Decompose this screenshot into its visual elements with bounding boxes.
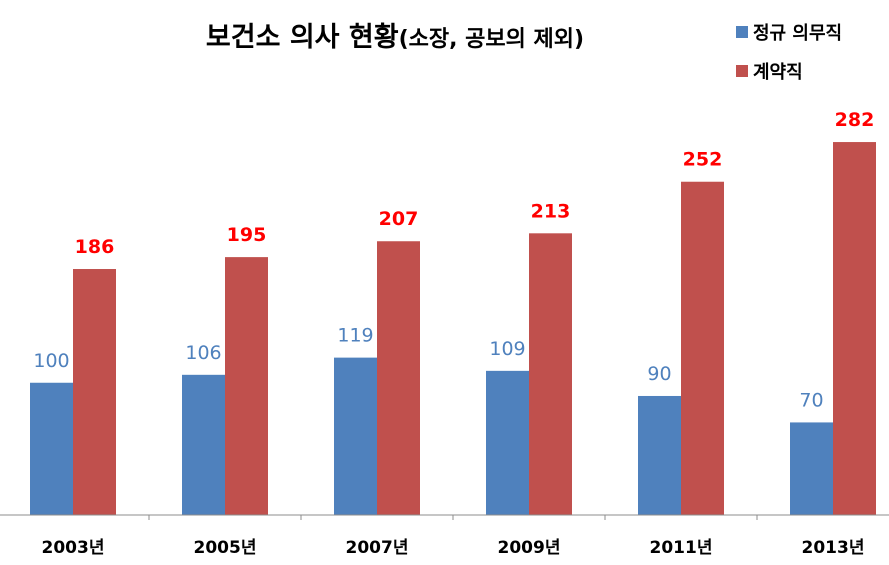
chart-title-suffix: (소장, 공보의 제외) xyxy=(399,27,584,52)
x-tick-label: 2003년 xyxy=(42,538,105,558)
bar-series-1 xyxy=(638,395,681,515)
x-tick-label: 2013년 xyxy=(802,538,865,558)
bar-series-2 xyxy=(377,241,420,515)
legend-label-series-1: 정규 의무직 xyxy=(753,23,842,44)
bar-series-1 xyxy=(182,374,225,515)
data-label-series-1: 109 xyxy=(489,338,525,360)
data-label-series-1: 70 xyxy=(799,389,823,411)
x-tick-label: 2007년 xyxy=(346,538,409,558)
bar-series-2 xyxy=(681,181,724,516)
x-axis-tick-labels: 2003년 2005년 2007년 2009년 2011년 2013년 xyxy=(42,538,865,558)
legend: 정규 의무직 계약직 xyxy=(736,23,842,83)
bar-series-1 xyxy=(334,357,377,515)
x-tick-label: 2009년 xyxy=(498,538,561,558)
data-label-series-2: 252 xyxy=(683,149,723,171)
x-tick-label: 2005년 xyxy=(194,538,257,558)
legend-label-series-2: 계약직 xyxy=(753,61,803,83)
data-label-series-1: 90 xyxy=(647,363,671,385)
data-label-series-2: 195 xyxy=(227,224,267,246)
data-label-series-2: 282 xyxy=(835,109,875,131)
data-label-series-1: 106 xyxy=(185,342,221,364)
x-axis-ticks xyxy=(148,515,758,520)
bar-series-2 xyxy=(833,142,876,515)
data-label-series-2: 186 xyxy=(75,236,115,258)
bar-series-2 xyxy=(73,269,116,515)
data-label-series-1: 100 xyxy=(33,350,69,372)
data-label-series-1: 119 xyxy=(337,325,373,347)
chart-title-main: 보건소 의사 현황 xyxy=(206,22,399,53)
bar-series-1 xyxy=(30,382,73,515)
bar-series-2 xyxy=(225,257,268,515)
bar-series-1 xyxy=(486,370,529,515)
data-label-series-2: 207 xyxy=(379,208,419,230)
bar-series-1 xyxy=(790,422,833,515)
x-tick-label: 2011년 xyxy=(650,538,713,558)
legend-swatch-series-2 xyxy=(736,65,748,77)
chart-title: 보건소 의사 현황(소장, 공보의 제외) xyxy=(206,22,584,53)
legend-swatch-series-1 xyxy=(736,26,748,38)
data-label-series-2: 213 xyxy=(531,200,571,222)
bar-series-2 xyxy=(529,233,572,515)
plot-area: 100 186 106 195 119 207 109 213 90 252 70 282 xyxy=(30,109,876,516)
